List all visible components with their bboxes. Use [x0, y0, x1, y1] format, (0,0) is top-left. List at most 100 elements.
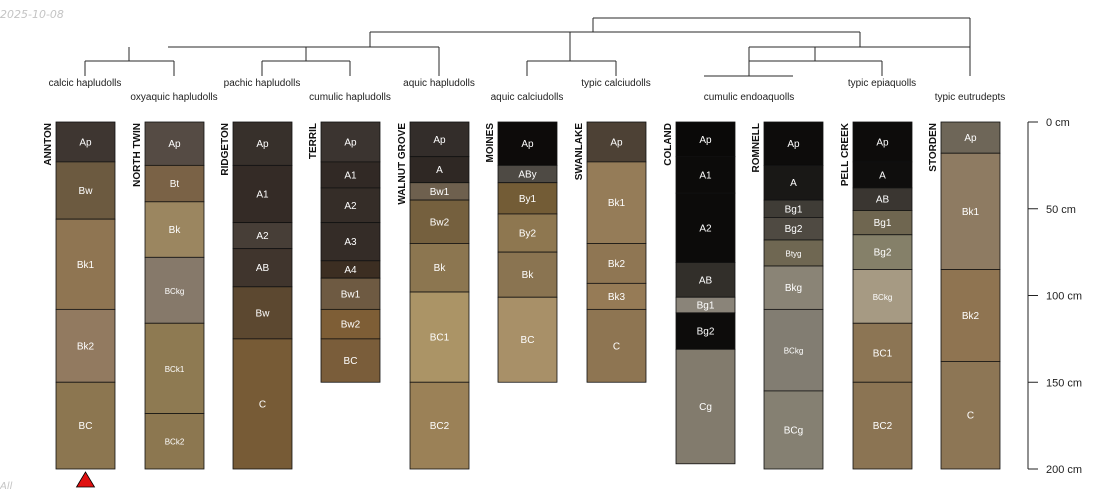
horizon-rect — [763, 265, 824, 310]
horizon-label: A — [790, 178, 797, 189]
horizon-label: Bw2 — [341, 320, 361, 331]
horizon-label: BC2 — [430, 421, 450, 432]
horizon-rect — [320, 338, 381, 383]
classification-label: aquic calciudolls — [491, 92, 564, 103]
classification-label: oxyaquic hapludolls — [130, 92, 217, 103]
horizon-label: A1 — [256, 190, 269, 201]
depth-axis: 0 cm 50 cm 100 cm 150 cm 200 cm — [1027, 117, 1082, 476]
horizon-label: By2 — [519, 229, 537, 240]
horizon-label: A2 — [256, 231, 269, 242]
classification-label: cumulic endoaquolls — [704, 92, 795, 103]
horizon-label: BCkg — [784, 347, 804, 356]
horizon-rect — [675, 192, 736, 263]
horizon-rect — [852, 381, 913, 470]
soil-profile-walnut-grove: WALNUT GROVE Ap A Bw1 Bw2 Bk BC1 BC2 — [397, 121, 470, 470]
horizon-rect — [497, 213, 558, 253]
profile-name-label: WALNUT GROVE — [397, 123, 408, 205]
horizon-label: C — [259, 399, 266, 410]
horizon-rect — [232, 338, 293, 470]
horizon-label: Bk2 — [77, 341, 95, 352]
horizon-rect — [586, 243, 647, 284]
depth-tick-label: 0 cm — [1046, 117, 1070, 129]
horizon-rect — [675, 121, 736, 158]
horizon-label: A — [436, 165, 443, 176]
horizon-rect — [144, 121, 205, 166]
horizon-rect — [940, 121, 1001, 154]
horizon-label: A — [879, 170, 886, 181]
horizon-label: BCk1 — [165, 365, 185, 374]
horizon-label: Bg2 — [785, 224, 803, 235]
horizon-label: BC — [344, 356, 358, 367]
horizon-label: Bg1 — [697, 301, 715, 312]
horizon-label: Ap — [876, 137, 889, 148]
horizon-label: Ap — [344, 137, 357, 148]
horizon-label: A2 — [344, 201, 357, 212]
horizon-rect — [497, 251, 558, 298]
horizon-rect — [852, 161, 913, 189]
classification-label: aquic hapludolls — [403, 78, 475, 89]
horizon-rect — [320, 222, 381, 262]
profile-name-label: ROMNELL — [751, 123, 762, 172]
horizon-rect — [232, 286, 293, 340]
horizon-rect — [55, 308, 116, 383]
horizon-rect — [55, 381, 116, 470]
horizon-label: Bkg — [785, 283, 802, 294]
horizon-rect — [675, 348, 736, 465]
depth-tick-label: 100 cm — [1046, 291, 1082, 303]
horizon-rect — [497, 296, 558, 383]
horizon-rect — [144, 256, 205, 324]
classification-label: calcic hapludolls — [49, 78, 122, 89]
horizon-rect — [144, 322, 205, 414]
horizon-label: Bg1 — [785, 204, 803, 215]
soil-profile-terril: TERRIL Ap A1 A2 A3 A4 Bw1 Bw2 BC — [308, 121, 381, 383]
horizon-label: Bk3 — [608, 292, 626, 303]
horizon-rect — [409, 291, 470, 383]
horizon-label: Btyg — [785, 249, 801, 258]
horizon-rect — [852, 234, 913, 270]
horizon-rect — [409, 156, 470, 184]
soil-profile-north-twin: NORTH TWIN Ap Bt Bk BCkg BCk1 BCk2 — [132, 121, 205, 470]
horizon-label: A3 — [344, 237, 357, 248]
marker-group — [75, 471, 96, 488]
horizon-label: Ap — [256, 139, 269, 150]
horizon-rect — [763, 390, 824, 470]
horizon-label: Bw2 — [430, 217, 450, 228]
horizon-rect — [144, 413, 205, 470]
horizon-label: Ap — [521, 139, 534, 150]
horizon-label: A2 — [699, 223, 712, 234]
horizon-rect — [232, 222, 293, 250]
horizon-label: Bt — [170, 179, 180, 190]
horizon-rect — [232, 164, 293, 224]
marker-triangle-icon — [75, 471, 96, 488]
horizon-label: BC1 — [873, 348, 893, 359]
horizon-label: Bg1 — [874, 218, 892, 229]
soil-profile-romnell: ROMNELL Ap A Bg1 Bg2 Btyg Bkg BCkg BCg — [751, 121, 824, 470]
horizon-rect — [232, 121, 293, 166]
horizon-label: Bw1 — [430, 187, 450, 198]
horizon-rect — [852, 210, 913, 236]
classification-labels: calcic hapludolls oxyaquic hapludolls pach… — [49, 78, 1006, 103]
horizon-rect — [586, 161, 647, 244]
classification-label: typic calciudolls — [581, 78, 650, 89]
horizon-label: Bg2 — [697, 327, 715, 338]
horizon-rect — [763, 164, 824, 201]
profile-columns: ANNTON Ap Bw Bk1 Bk2 BC NORTH TWIN Ap Bt Bk BCkg BC… — [43, 121, 1001, 470]
horizon-label: Bk1 — [77, 260, 95, 271]
horizon-rect — [232, 248, 293, 288]
horizon-label: Bk2 — [962, 311, 980, 322]
horizon-rect — [675, 312, 736, 350]
soil-profile-coland: COLAND Ap A1 A2 AB Bg1 Bg2 Cg — [663, 121, 736, 465]
corner-label: All — [0, 481, 13, 492]
horizon-label: Bk1 — [608, 198, 626, 209]
horizon-label: Bw — [79, 186, 94, 197]
horizon-rect — [852, 269, 913, 324]
profile-name-label: PELL CREEK — [840, 122, 851, 186]
horizon-label: BCkg — [165, 287, 185, 296]
soil-profile-annton: ANNTON Ap Bw Bk1 Bk2 BC — [43, 121, 116, 470]
horizon-label: Bk1 — [962, 207, 980, 218]
horizon-label: ABy — [518, 170, 536, 181]
soil-profile-ridgeton: RIDGETON Ap A1 A2 AB Bw C — [220, 121, 293, 470]
horizon-label: Bk — [434, 263, 447, 274]
profile-name-label: SWANLAKE — [574, 123, 585, 181]
horizon-rect — [320, 161, 381, 189]
